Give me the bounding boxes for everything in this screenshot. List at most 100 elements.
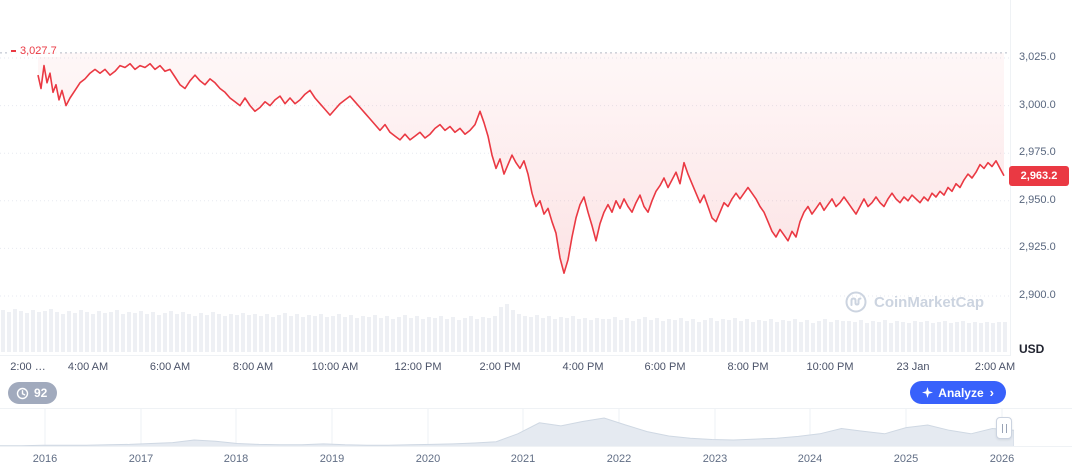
year-label[interactable]: 2023: [702, 453, 728, 465]
year-label[interactable]: 2018: [223, 453, 249, 465]
volume-bar: [337, 314, 341, 352]
volume-bar: [31, 310, 35, 352]
year-label[interactable]: 2016: [32, 453, 58, 465]
volume-bar: [271, 317, 275, 352]
volume-bar: [883, 320, 887, 352]
volume-bar: [559, 317, 563, 352]
volume-bar: [415, 316, 419, 352]
volume-bar: [301, 317, 305, 352]
volume-bar: [571, 316, 575, 352]
year-label[interactable]: 2024: [797, 453, 823, 465]
volume-bar: [181, 312, 185, 352]
volume-bar: [493, 316, 497, 352]
volume-bar: [961, 321, 965, 352]
volume-bar: [757, 320, 761, 352]
volume-bar: [985, 322, 989, 352]
volume-bar: [631, 321, 635, 352]
volume-bar: [307, 315, 311, 352]
volume-bar: [859, 320, 863, 352]
volume-bars: [1, 304, 1007, 352]
analyze-button[interactable]: Analyze ›: [910, 381, 1006, 404]
volume-bar: [409, 318, 413, 352]
volume-bar: [733, 318, 737, 352]
volume-bar: [931, 323, 935, 352]
x-axis-label: 4:00 PM: [562, 361, 604, 373]
volume-bar: [55, 312, 59, 352]
year-label[interactable]: 2017: [128, 453, 154, 465]
x-axis-label: 2:00 AM: [974, 361, 1016, 373]
volume-bar: [943, 321, 947, 352]
x-axis-label: 8:00 AM: [232, 361, 274, 373]
volume-bar: [97, 311, 101, 352]
volume-bar: [109, 312, 113, 352]
volume-bar: [367, 317, 371, 352]
volume-bar: [475, 319, 479, 352]
volume-bar: [85, 312, 89, 352]
volume-bar: [373, 315, 377, 352]
price-chart-canvas[interactable]: [0, 0, 1010, 356]
year-label[interactable]: 2022: [606, 453, 632, 465]
volume-bar: [919, 322, 923, 352]
volume-bar: [637, 319, 641, 352]
year-label[interactable]: 2020: [415, 453, 441, 465]
timeline-navigator[interactable]: [0, 408, 1072, 447]
last-price-badge: 2,963.2: [1009, 165, 1069, 186]
volume-bar: [37, 312, 41, 352]
volume-bar: [229, 314, 233, 352]
x-axis: 2:00 … 4:00 AM 6:00 AM 8:00 AM 10:00 AM 12:00…: [0, 356, 1015, 381]
volume-bar: [913, 321, 917, 352]
open-price-label: 3,027.7: [8, 44, 60, 57]
chevron-right-icon: ›: [989, 385, 994, 400]
volume-bar: [7, 312, 11, 352]
volume-bar: [691, 319, 695, 352]
volume-bar: [811, 323, 815, 352]
navigator-handle[interactable]: [996, 417, 1012, 439]
volume-bar: [823, 319, 827, 352]
history-count-badge[interactable]: 92: [8, 382, 58, 404]
volume-bar: [451, 317, 455, 352]
volume-bar: [385, 316, 389, 352]
volume-bar: [721, 319, 725, 352]
volume-bar: [517, 314, 521, 352]
year-label[interactable]: 2021: [510, 453, 536, 465]
volume-bar: [469, 316, 473, 352]
volume-bar: [601, 319, 605, 352]
volume-bar: [253, 314, 257, 352]
volume-bar: [529, 317, 533, 352]
volume-bar: [871, 321, 875, 352]
volume-bar: [265, 314, 269, 352]
x-axis-label: 8:00 PM: [727, 361, 769, 373]
volume-bar: [979, 323, 983, 352]
volume-bar: [589, 320, 593, 352]
volume-bar: [577, 319, 581, 352]
volume-bar: [955, 322, 959, 352]
volume-bar: [319, 314, 323, 352]
price-line: [37, 62, 1005, 274]
volume-bar: [793, 319, 797, 352]
year-label[interactable]: 2019: [319, 453, 345, 465]
year-label[interactable]: 2026: [989, 453, 1015, 465]
volume-bar: [649, 320, 653, 352]
sparkle-icon: [922, 387, 934, 398]
navigator-chart[interactable]: [0, 409, 1014, 447]
volume-bar: [949, 323, 953, 352]
x-axis-label: 23 Jan: [896, 361, 930, 373]
coinmarketcap-logo-icon: [845, 291, 867, 313]
volume-bar: [259, 316, 263, 352]
volume-bar: [745, 319, 749, 352]
x-axis-label: 10:00 PM: [806, 361, 854, 373]
volume-bar: [223, 316, 227, 352]
volume-bar: [553, 319, 557, 352]
volume-bar: [541, 318, 545, 352]
volume-bar: [463, 318, 467, 352]
volume-bar: [361, 316, 365, 352]
currency-label[interactable]: USD: [1019, 342, 1045, 356]
volume-bar: [997, 322, 1001, 352]
year-label[interactable]: 2025: [893, 453, 919, 465]
volume-bar: [841, 321, 845, 352]
volume-bar: [769, 319, 773, 352]
volume-bar: [853, 322, 857, 352]
volume-bar: [547, 316, 551, 352]
y-axis-label: 3,025.0: [1019, 51, 1056, 63]
